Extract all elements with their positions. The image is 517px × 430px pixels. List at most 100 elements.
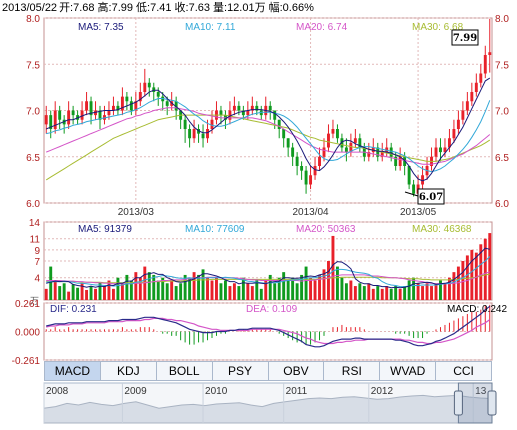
volume-bar (103, 286, 106, 300)
volume-bar (268, 274, 272, 300)
price-y-tick-right: 6.0 (495, 199, 509, 210)
volume-bar (53, 280, 57, 300)
navigator-year-label: 2008 (46, 386, 69, 397)
legend-dif: DIF: 0.231 (50, 304, 97, 315)
navigator-trend (43, 394, 493, 424)
header-info: 2013/05/22 开:7.68 高:7.99 低:7.41 收:7.63 量:12.0… (2, 0, 314, 14)
volume-bar (201, 269, 205, 300)
candle-body (474, 82, 478, 92)
price-x-tick: 2013/03 (118, 207, 155, 218)
max-label-box (451, 29, 479, 46)
legend-macd: MACD: 0.242 (447, 304, 507, 315)
candle-body (353, 138, 357, 143)
volume-y-tick: 14 (29, 218, 41, 229)
candle-body (67, 110, 71, 125)
candle-body (394, 156, 398, 166)
volume-bar (179, 283, 183, 300)
ma30-line (45, 114, 491, 181)
tab-cci[interactable]: CCI (453, 364, 474, 378)
navigator-handle-right[interactable] (487, 390, 497, 416)
volume-bar (85, 289, 89, 300)
candle-body (331, 129, 335, 134)
volume-bar (474, 252, 478, 300)
volume-bar (255, 280, 259, 300)
volume-bar (58, 286, 62, 300)
tab-macd[interactable]: MACD (45, 362, 101, 380)
candle-body (237, 105, 241, 111)
tab-wvad[interactable]: WVAD (380, 362, 437, 380)
candle-body (403, 156, 407, 166)
price-y-tick-left: 7.5 (26, 60, 40, 71)
tab-kdj[interactable]: KDJ (101, 362, 157, 380)
candle-body (116, 105, 120, 111)
volume-bar (152, 274, 156, 300)
vol-legend-ma10: MA10: 77609 (185, 224, 245, 235)
candle-body (71, 110, 75, 116)
candle-body (255, 105, 259, 111)
volume-grid (44, 221, 492, 279)
volume-bar (80, 283, 84, 300)
candle-body (201, 133, 205, 139)
candle-body (304, 170, 308, 185)
volume-bar (174, 286, 178, 300)
volume-bar (138, 277, 142, 300)
price-y-tick-right: 6.5 (495, 153, 509, 164)
volume-bar (421, 286, 425, 300)
candle-body (439, 147, 442, 153)
volume-bar (327, 261, 330, 300)
volume-bar (228, 286, 232, 300)
tab-obv[interactable]: OBV (269, 362, 325, 380)
candle-body (80, 110, 84, 120)
volume-bar (295, 283, 299, 300)
legend-ma5: MA5: 7.35 (78, 22, 124, 33)
vol-legend-ma20: MA20: 50363 (296, 224, 356, 235)
time-navigator[interactable]: 2008 2009 2010 2011 2012 13 (43, 382, 497, 424)
volume-bar (250, 286, 254, 300)
volume-bar (165, 283, 169, 300)
candle-body (358, 138, 362, 148)
volume-bar (367, 283, 371, 300)
candle-body (85, 101, 89, 111)
candle-body (483, 55, 487, 74)
volume-ma-lines (46, 247, 491, 289)
volume-bar (439, 280, 442, 300)
candle-body (300, 166, 304, 171)
candle-body (206, 129, 209, 139)
ma20-line (46, 107, 491, 165)
volume-bar (376, 286, 380, 300)
tab-boll[interactable]: BOLL (157, 362, 213, 380)
macd-grid (44, 302, 492, 361)
candle-body (111, 105, 115, 111)
navigator-window[interactable] (453, 382, 497, 424)
volume-bar (170, 280, 174, 300)
volume-bar (134, 272, 138, 300)
volume-bar (335, 266, 339, 300)
macd-y-tick: -0.261 (12, 356, 41, 367)
volume-bar (447, 277, 451, 300)
navigator-handle-left[interactable] (453, 390, 463, 416)
candle-body (277, 119, 281, 129)
candle-body (94, 110, 97, 116)
candle-body (228, 110, 232, 120)
volume-bar (76, 287, 80, 300)
volume-bar (362, 286, 366, 300)
volume-bar (183, 274, 187, 300)
price-x-tick: 2013/04 (292, 207, 329, 218)
volume-bar (340, 277, 344, 300)
volume-bar (331, 235, 335, 300)
volume-bar (210, 280, 214, 300)
volume-bar (264, 280, 268, 300)
volume-bar (434, 283, 438, 300)
legend-dea: DEA: 0.109 (246, 304, 298, 315)
volume-bar (313, 280, 317, 300)
volume-bar (465, 255, 469, 300)
volume-bar (291, 277, 295, 300)
tab-rsi[interactable]: RSI (324, 362, 381, 380)
volume-y-tick: 4 (34, 274, 40, 285)
volume-bar (273, 283, 277, 300)
tab-psy[interactable]: PSY (213, 362, 269, 380)
min-label: 6.07 (419, 192, 443, 203)
dea-line (46, 317, 491, 345)
candle-body (389, 147, 393, 157)
